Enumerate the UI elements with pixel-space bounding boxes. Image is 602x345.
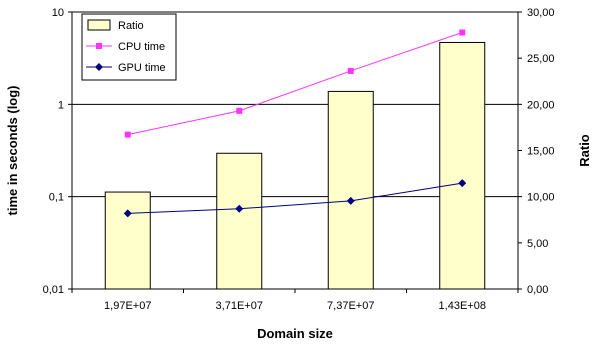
y2-axis-title: Ratio [577, 134, 592, 167]
y2-tick-label: 20,00 [527, 99, 555, 111]
series-line [127, 32, 463, 136]
data-point [459, 29, 466, 36]
x-axis-title: Domain size [257, 326, 333, 341]
y2-tick-label: 0,00 [527, 284, 548, 296]
y-tick-label: 0,01 [43, 284, 64, 296]
bar [439, 41, 486, 290]
data-point [347, 67, 354, 74]
data-point [124, 131, 131, 138]
y-tick-label: 10 [52, 7, 64, 19]
y2-tick-label: 15,00 [527, 146, 555, 158]
y2-tick-label: 10,00 [527, 192, 555, 204]
data-point [123, 209, 132, 218]
bar [216, 152, 263, 290]
legend-label: GPU time [118, 62, 166, 74]
y-tick-label: 1 [58, 99, 64, 111]
legend-marker [96, 43, 102, 49]
y2-tick-label: 5,00 [527, 238, 548, 250]
x-tick-label: 7,37E+07 [327, 300, 374, 312]
legend-marker [95, 63, 103, 71]
data-point [458, 179, 467, 188]
bar [327, 90, 374, 290]
y2-tick-label: 25,00 [527, 53, 555, 65]
legend-label: Ratio [118, 20, 144, 32]
legend-label: CPU time [118, 41, 165, 53]
x-tick-label: 1,97E+07 [104, 300, 151, 312]
data-point [236, 107, 243, 114]
x-tick-label: 1,43E+08 [439, 300, 486, 312]
x-tick-label: 3,71E+07 [216, 300, 263, 312]
bar [104, 191, 151, 290]
y2-tick-label: 30,00 [527, 7, 555, 19]
y-tick-label: 0,1 [49, 192, 64, 204]
legend-swatch [87, 19, 111, 31]
data-point [235, 204, 244, 213]
data-point [346, 196, 355, 205]
y-axis-title: time in seconds (log) [5, 85, 20, 215]
series-line [127, 182, 463, 214]
